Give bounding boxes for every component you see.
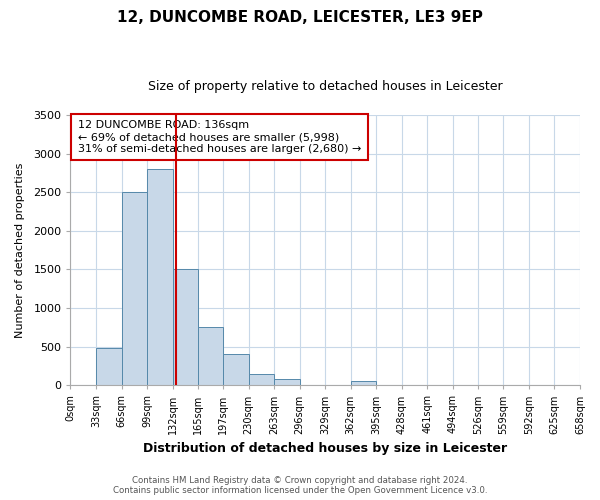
Text: Contains HM Land Registry data © Crown copyright and database right 2024.
Contai: Contains HM Land Registry data © Crown c…	[113, 476, 487, 495]
Bar	[274, 379, 299, 386]
Bar	[351, 380, 376, 386]
Bar	[147, 169, 173, 386]
Bar	[173, 270, 198, 386]
Title: Size of property relative to detached houses in Leicester: Size of property relative to detached ho…	[148, 80, 503, 93]
X-axis label: Distribution of detached houses by size in Leicester: Distribution of detached houses by size …	[143, 442, 508, 455]
Y-axis label: Number of detached properties: Number of detached properties	[15, 162, 25, 338]
Bar	[223, 354, 248, 386]
Text: 12 DUNCOMBE ROAD: 136sqm
← 69% of detached houses are smaller (5,998)
31% of sem: 12 DUNCOMBE ROAD: 136sqm ← 69% of detach…	[78, 120, 362, 154]
Bar	[198, 328, 223, 386]
Bar	[248, 374, 274, 386]
Bar	[122, 192, 147, 386]
Bar	[96, 348, 122, 386]
Text: 12, DUNCOMBE ROAD, LEICESTER, LE3 9EP: 12, DUNCOMBE ROAD, LEICESTER, LE3 9EP	[117, 10, 483, 25]
